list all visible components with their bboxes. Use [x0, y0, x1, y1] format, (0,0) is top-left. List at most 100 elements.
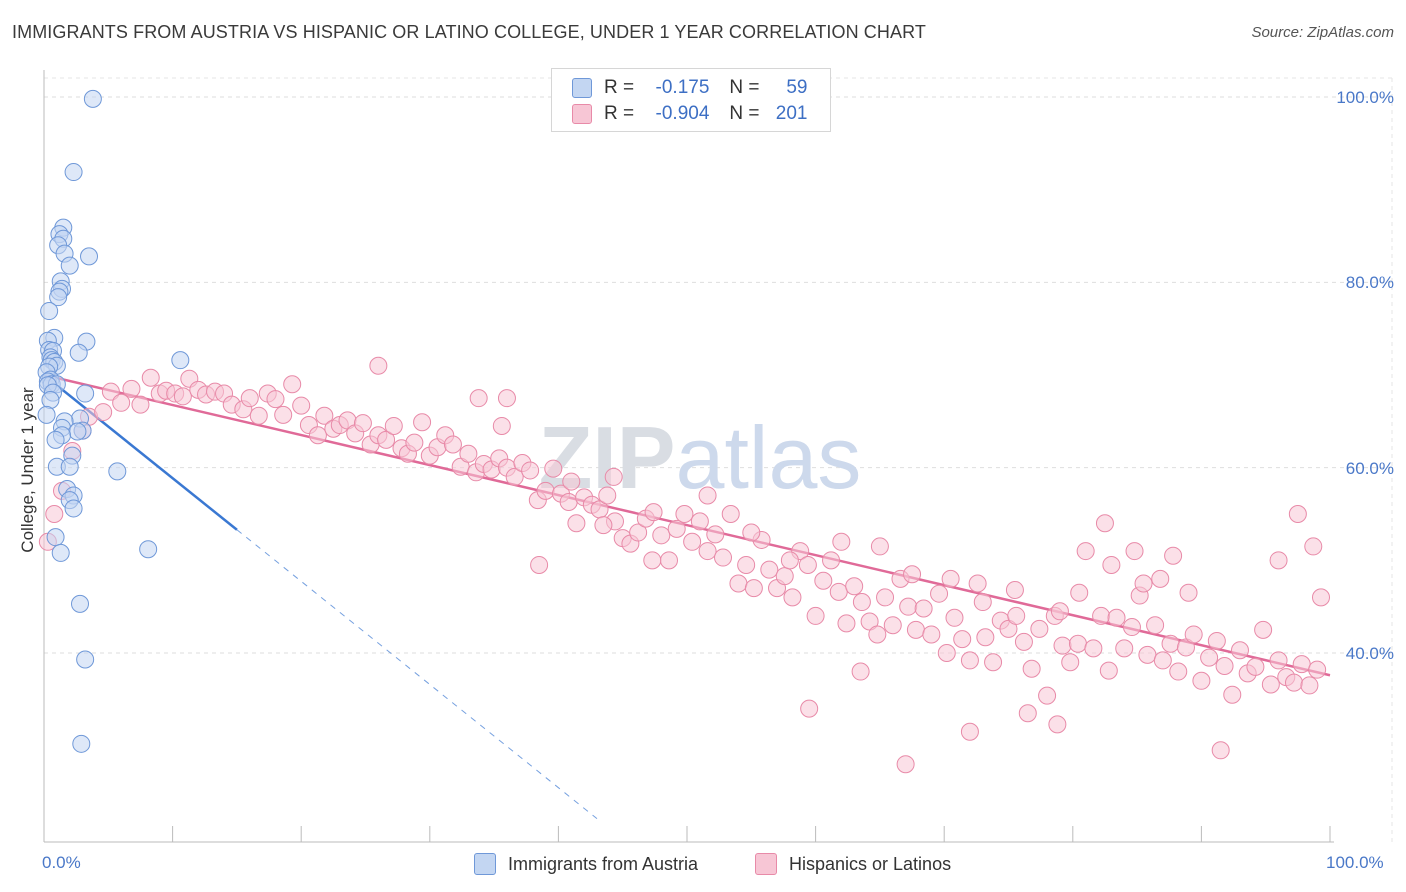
- hispanics-point: [868, 625, 887, 644]
- r-label: R =: [604, 103, 635, 124]
- austria-point: [83, 89, 102, 108]
- hispanics-point: [567, 514, 586, 533]
- hispanics-point: [1308, 660, 1327, 679]
- hispanics-point: [1018, 704, 1037, 723]
- legend-label: Immigrants from Austria: [508, 853, 699, 874]
- hispanics-point: [1269, 551, 1288, 570]
- legend-item-hispanics[interactable]: Hispanics or Latinos: [755, 853, 951, 875]
- hispanics-point: [1211, 741, 1230, 760]
- hispanics-point: [492, 416, 511, 435]
- hispanics-point: [405, 433, 424, 452]
- hispanics-point: [413, 413, 432, 432]
- hispanics-point: [852, 593, 871, 612]
- y-tick-label: 80.0%: [1345, 273, 1394, 293]
- source-label: Source: ZipAtlas.com: [1251, 24, 1394, 41]
- hispanics-point: [780, 551, 799, 570]
- hispanics-point: [883, 616, 902, 635]
- hispanics-point: [945, 608, 964, 627]
- hispanics-point: [1146, 616, 1165, 635]
- hispanics-point: [1061, 653, 1080, 672]
- austria-point: [60, 256, 79, 275]
- hispanics-point: [266, 390, 285, 409]
- hispanics-point: [659, 551, 678, 570]
- hispanics-point: [308, 426, 327, 445]
- austria-point: [60, 457, 79, 476]
- austria-points: [37, 89, 190, 753]
- hispanics-point: [1102, 555, 1121, 574]
- hispanics-point: [775, 567, 794, 586]
- chart-title: IMMIGRANTS FROM AUSTRIA VS HISPANIC OR L…: [12, 22, 926, 42]
- hispanics-point: [1300, 676, 1319, 695]
- hispanics-point: [112, 393, 131, 412]
- stats-legend: R = -0.175 N = 59 R = -0.904 N = 201: [551, 68, 831, 132]
- hispanics-point: [1095, 514, 1114, 533]
- hispanics-point: [973, 593, 992, 612]
- blue-swatch: [474, 853, 496, 875]
- hispanics-point: [1048, 715, 1067, 734]
- hispanics-point: [706, 525, 725, 544]
- hispanics-point: [652, 526, 671, 545]
- y-axis-title: College, Under 1 year: [18, 387, 37, 553]
- hispanics-point: [922, 625, 941, 644]
- austria-point: [71, 594, 90, 613]
- hispanics-point: [544, 459, 563, 478]
- hispanics-point: [240, 389, 259, 408]
- hispanics-point: [1261, 675, 1280, 694]
- hispanics-point: [1122, 618, 1141, 637]
- hispanics-point: [1192, 671, 1211, 690]
- hispanics-point: [1311, 588, 1330, 607]
- hispanics-point: [1138, 645, 1157, 664]
- blue-swatch: [572, 78, 592, 98]
- hispanics-point: [122, 379, 141, 398]
- hispanics-point: [876, 588, 895, 607]
- hispanics-point: [1269, 651, 1288, 670]
- hispanics-point: [1125, 542, 1144, 561]
- austria-point: [46, 528, 65, 547]
- n-label: N =: [729, 77, 760, 98]
- hispanics-point: [1030, 619, 1049, 638]
- hispanics-point: [953, 630, 972, 649]
- hispanics-point: [937, 644, 956, 662]
- hispanics-point: [960, 722, 979, 741]
- stats-row-hispanics: R = -0.904 N = 201: [572, 103, 808, 125]
- austria-trend-line: [43, 374, 238, 531]
- r-label: R =: [604, 77, 635, 98]
- hispanics-point: [698, 486, 717, 505]
- y-tick-label: 100.0%: [1336, 88, 1394, 107]
- austria-point: [76, 384, 95, 403]
- hispanics-point: [914, 599, 933, 618]
- hispanics-point: [1068, 634, 1087, 653]
- legend-item-austria[interactable]: Immigrants from Austria: [474, 853, 698, 875]
- austria-point: [64, 499, 83, 518]
- y-tick-label: 40.0%: [1345, 644, 1394, 663]
- hispanics-point: [559, 492, 578, 511]
- hispanics-point: [903, 565, 922, 584]
- austria-trend-extension: [236, 529, 598, 820]
- hispanics-point: [497, 389, 516, 408]
- austria-point: [41, 391, 60, 410]
- hispanics-point: [101, 382, 120, 401]
- hispanics-point: [930, 584, 949, 603]
- hispanics-point: [1107, 608, 1126, 627]
- hispanics-point: [896, 755, 915, 774]
- austria-point: [68, 422, 87, 441]
- austria-point: [51, 543, 70, 562]
- austria-point: [69, 343, 88, 362]
- hispanics-point: [814, 571, 833, 590]
- hispanics-point: [1099, 661, 1118, 680]
- series-legend: Immigrants from Austria Hispanics or Lat…: [0, 853, 1406, 877]
- hispanics-point: [1115, 639, 1134, 658]
- r-value: -0.904: [655, 103, 710, 124]
- hispanics-point: [1007, 606, 1026, 625]
- n-label: N =: [729, 103, 760, 124]
- pink-swatch: [572, 104, 592, 124]
- hispanics-point: [714, 548, 733, 567]
- hispanics-point: [1207, 631, 1226, 650]
- hispanics-point: [783, 588, 802, 607]
- hispanics-points: [38, 356, 1330, 774]
- austria-point: [64, 163, 83, 182]
- hispanics-point: [173, 387, 192, 406]
- hispanics-point: [443, 435, 462, 454]
- pink-swatch: [755, 853, 777, 875]
- austria-point: [108, 462, 127, 481]
